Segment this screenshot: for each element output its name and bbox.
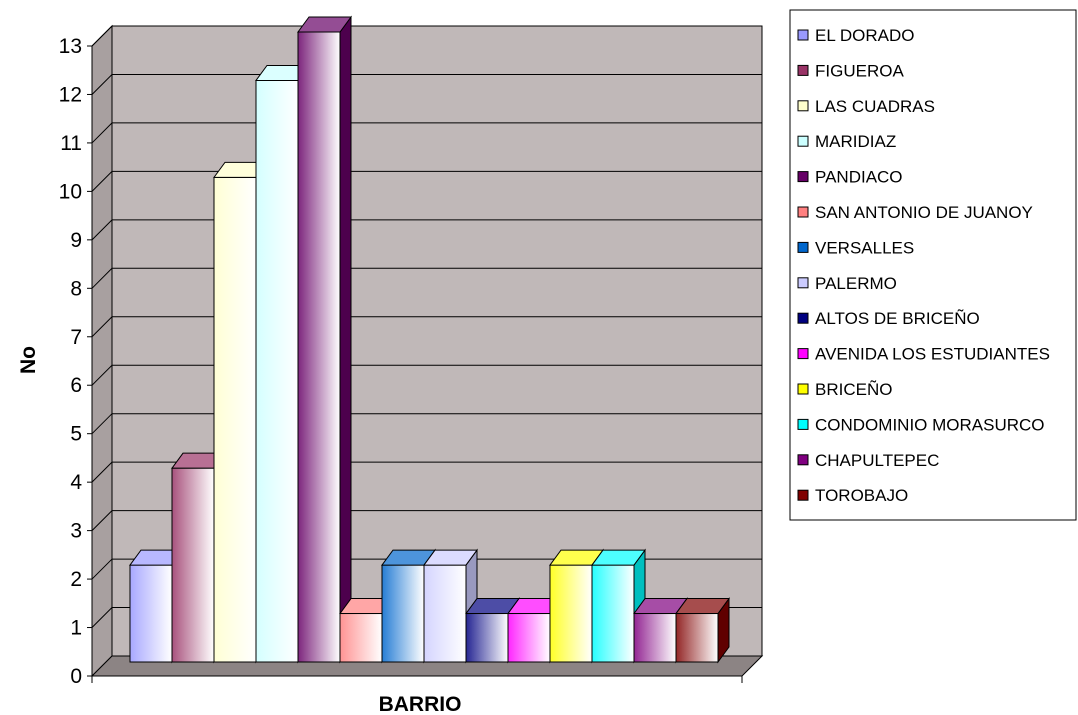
y-tick-label: 12: [59, 83, 82, 106]
x-axis-title: BARRIO: [379, 693, 462, 715]
side-wall: [91, 24, 113, 678]
y-tick-label: 1: [70, 617, 82, 640]
y-tick-label: 11: [60, 132, 82, 155]
legend-box: [789, 9, 1077, 521]
legend-swatch: [797, 64, 809, 76]
y-tick-label: 2: [70, 568, 82, 591]
y-tick-label: 10: [59, 180, 82, 203]
y-tick-label: 3: [70, 520, 82, 543]
legend-entry: TOROBAJO: [815, 486, 908, 505]
legend-swatch: [797, 135, 809, 147]
legend-swatch: [797, 29, 809, 41]
gridline: [91, 316, 762, 338]
y-tick-label: 0: [70, 665, 82, 688]
bar: [675, 597, 730, 664]
legend-swatch: [797, 100, 809, 112]
legend-entry: VERSALLES: [815, 238, 914, 257]
legend-swatch: [797, 489, 809, 501]
gridline: [91, 122, 762, 144]
gridline: [91, 413, 762, 435]
gridlines: [91, 25, 762, 628]
legend-swatch: [797, 312, 809, 324]
legend-entry: CONDOMINIO MORASURCO: [815, 415, 1045, 434]
y-tick-label: 5: [70, 423, 82, 446]
legend-entry: CHAPULTEPEC: [815, 451, 939, 470]
y-tick-label: 8: [70, 277, 82, 300]
y-axis: [87, 45, 743, 683]
y-tick-label: 13: [59, 35, 82, 58]
legend-entry: PANDIACO: [815, 168, 903, 187]
bars: [129, 15, 730, 664]
legend-swatch: [797, 418, 809, 430]
y-axis-title: No: [17, 346, 40, 374]
legend-entry: AVENIDA LOS ESTUDIANTES: [815, 345, 1050, 364]
legend-swatch: [797, 206, 809, 218]
gridline: [91, 267, 762, 289]
bar: [297, 15, 352, 664]
legend-entry: EL DORADO: [815, 26, 915, 45]
gridline: [91, 25, 762, 47]
y-tick-label: 9: [70, 229, 82, 252]
legend-entry: MARIDIAZ: [815, 132, 896, 151]
gridline: [91, 461, 762, 483]
legend-entry: SAN ANTONIO DE JUANOY: [815, 203, 1033, 222]
gridline: [91, 170, 762, 192]
gridline: [91, 510, 762, 531]
gridline: [91, 364, 762, 386]
legend-entry: BRICEÑO: [815, 380, 892, 399]
y-tick-label: 7: [70, 326, 82, 349]
legend: EL DORADO FIGUEROA LAS CUADRAS MARIDIAZ PAND…: [789, 9, 1077, 521]
legend-swatch: [797, 241, 809, 253]
legend-entry: LAS CUADRAS: [815, 97, 935, 116]
y-tick-label: 4: [70, 471, 82, 494]
legend-swatch: [797, 277, 809, 289]
legend-entry: FIGUEROA: [815, 61, 904, 80]
legend-entry: PALERMO: [815, 274, 897, 293]
legend-swatch: [797, 171, 809, 183]
legend-swatch: [797, 383, 809, 395]
legend-swatch: [797, 348, 809, 360]
legend-entry: ALTOS DE BRICEÑO: [815, 309, 980, 328]
legend-swatch: [797, 454, 809, 466]
gridline: [91, 219, 762, 241]
y-tick-label: 6: [70, 374, 82, 397]
gridline: [91, 558, 762, 580]
gridline: [91, 73, 762, 95]
